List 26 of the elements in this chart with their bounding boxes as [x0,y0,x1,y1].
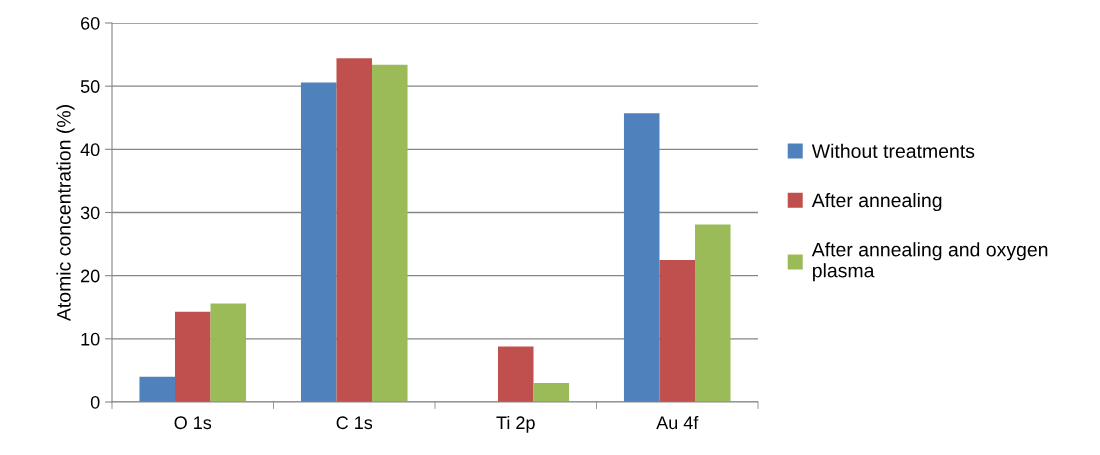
bar [174,311,211,402]
bar [533,383,570,402]
y-tick-label: 10 [81,332,100,346]
bar [659,259,696,402]
y-tick-label: 20 [81,269,100,283]
x-tick-label: O 1s [174,416,212,430]
bar [695,224,731,402]
bar [372,64,408,402]
y-tick-label: 50 [80,80,100,93]
x-tick-label: C 1s [336,416,373,430]
legend-label: Without treatments [811,143,975,159]
x-tick-label: Au 4f [656,415,699,430]
bar [336,58,373,402]
legend-label: After annealing and oxygen plasma [811,242,1048,282]
y-axis-title: Atomic concentration (%) [56,105,75,322]
legend-label: After annealing [811,192,942,212]
bar [623,113,660,402]
y-tick-label: 40 [80,143,100,157]
x-tick-label: Ti 2p [496,415,535,433]
bar [210,303,247,402]
y-tick-label: 60 [81,16,100,30]
y-tick-label: 30 [80,206,100,220]
bar [300,82,337,402]
bar [139,376,175,402]
y-tick-label: 0 [90,395,100,409]
bar [497,346,534,402]
